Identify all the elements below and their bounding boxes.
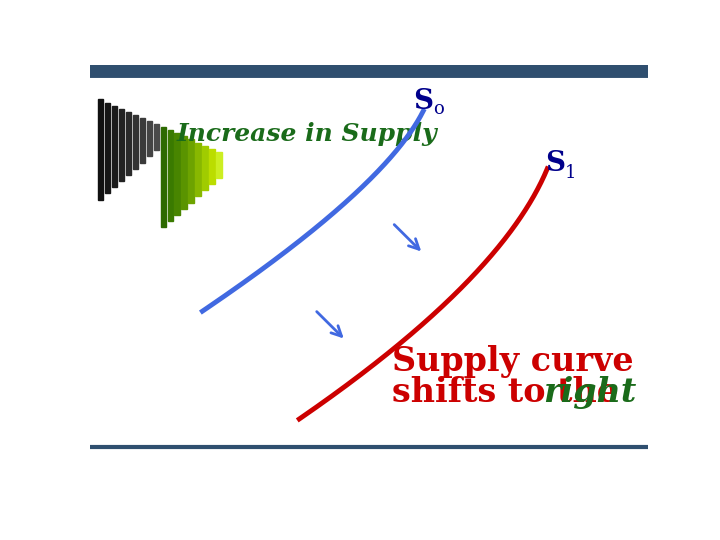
Bar: [147, 121, 152, 157]
Text: shifts to the: shifts to the: [392, 375, 630, 409]
Bar: [189, 139, 194, 202]
Bar: [216, 152, 222, 178]
Text: Supply curve: Supply curve: [392, 345, 634, 378]
Bar: [126, 112, 131, 175]
Text: S: S: [545, 150, 565, 177]
Bar: [104, 103, 110, 193]
Bar: [132, 115, 138, 168]
Text: 1: 1: [565, 164, 577, 181]
Bar: [195, 143, 201, 197]
Bar: [112, 106, 117, 187]
Bar: [161, 127, 166, 227]
Bar: [119, 109, 124, 181]
Bar: [210, 148, 215, 184]
Bar: [153, 124, 159, 150]
Bar: [140, 118, 145, 163]
Bar: [174, 133, 180, 215]
Text: Increase in Supply: Increase in Supply: [176, 122, 437, 146]
Bar: [202, 146, 208, 190]
Text: right: right: [544, 375, 636, 409]
Text: o: o: [433, 100, 444, 118]
Bar: [168, 130, 173, 221]
Text: S: S: [413, 88, 433, 115]
Bar: [98, 99, 103, 200]
Bar: [181, 137, 187, 209]
